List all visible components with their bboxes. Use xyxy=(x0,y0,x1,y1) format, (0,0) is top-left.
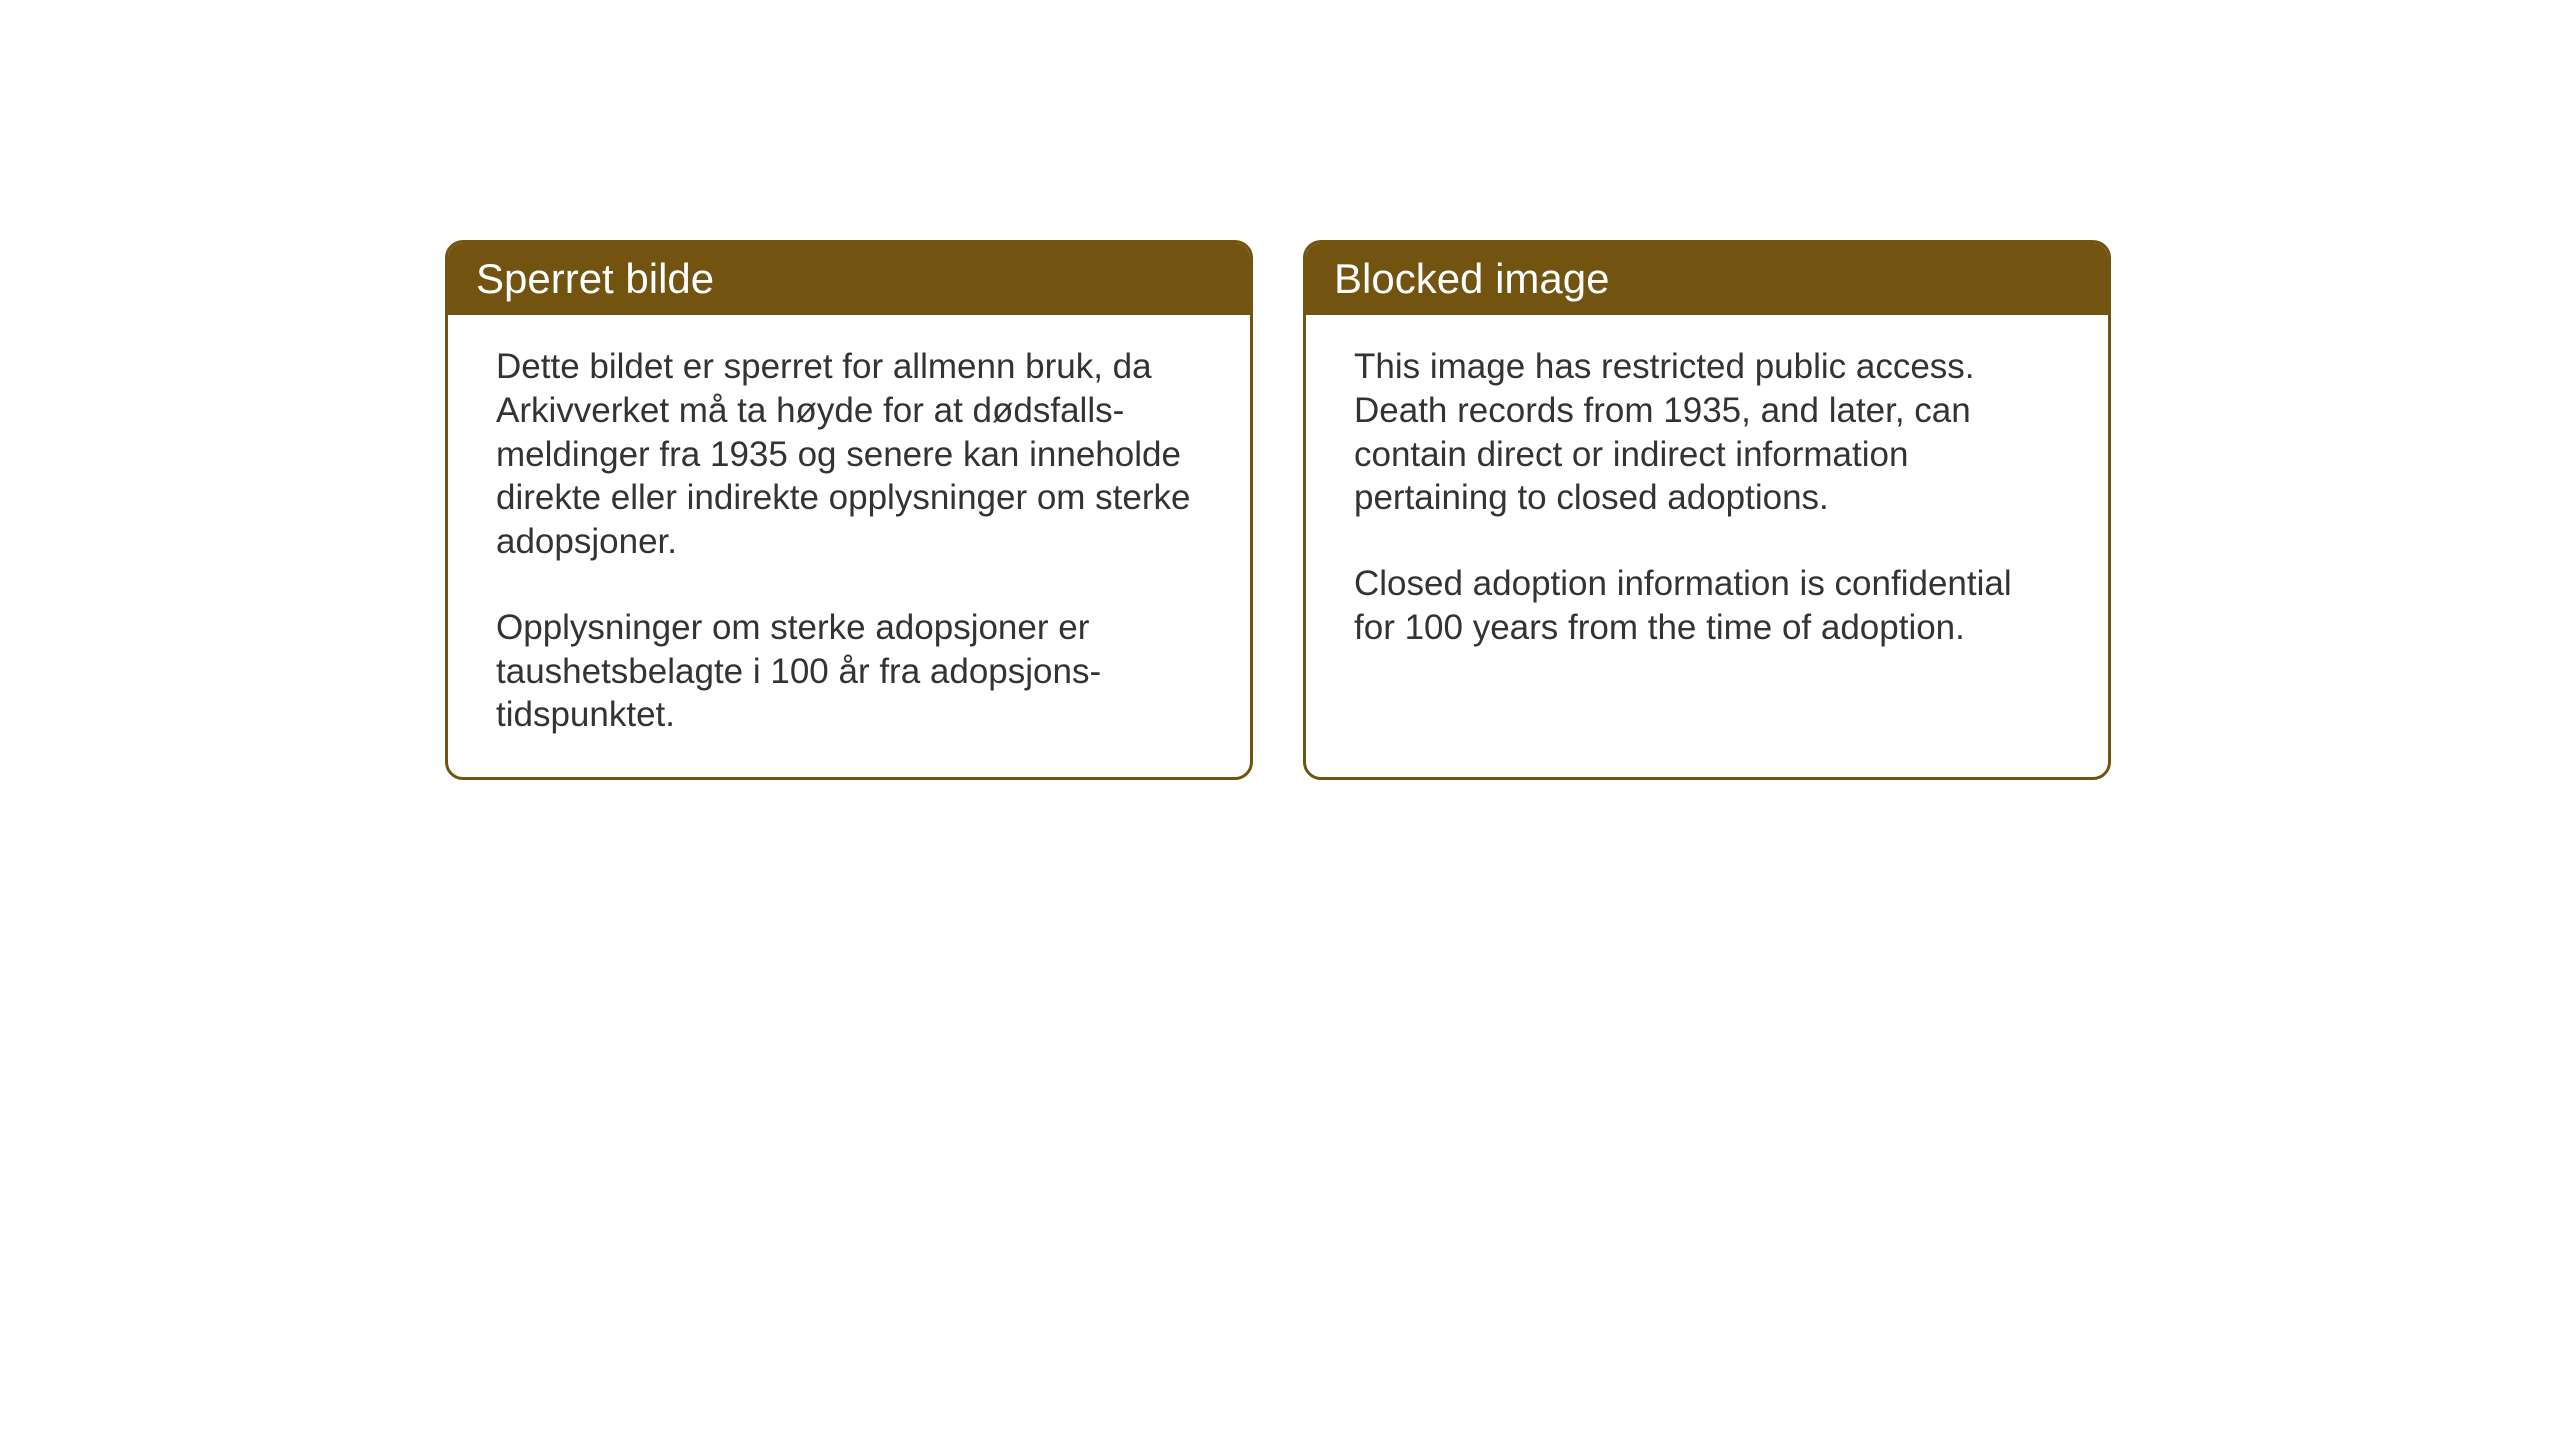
card-title: Blocked image xyxy=(1334,255,1609,302)
card-title: Sperret bilde xyxy=(476,255,714,302)
card-header-english: Blocked image xyxy=(1306,243,2108,315)
notice-container: Sperret bilde Dette bildet er sperret fo… xyxy=(445,240,2111,780)
card-header-norwegian: Sperret bilde xyxy=(448,243,1250,315)
card-paragraph: Opplysninger om sterke adopsjoner er tau… xyxy=(496,606,1202,737)
notice-card-norwegian: Sperret bilde Dette bildet er sperret fo… xyxy=(445,240,1253,780)
notice-card-english: Blocked image This image has restricted … xyxy=(1303,240,2111,780)
card-body-norwegian: Dette bildet er sperret for allmenn bruk… xyxy=(448,315,1250,777)
card-paragraph: Dette bildet er sperret for allmenn bruk… xyxy=(496,345,1202,564)
card-paragraph: This image has restricted public access.… xyxy=(1354,345,2060,520)
card-paragraph: Closed adoption information is confident… xyxy=(1354,562,2060,650)
card-body-english: This image has restricted public access.… xyxy=(1306,315,2108,745)
